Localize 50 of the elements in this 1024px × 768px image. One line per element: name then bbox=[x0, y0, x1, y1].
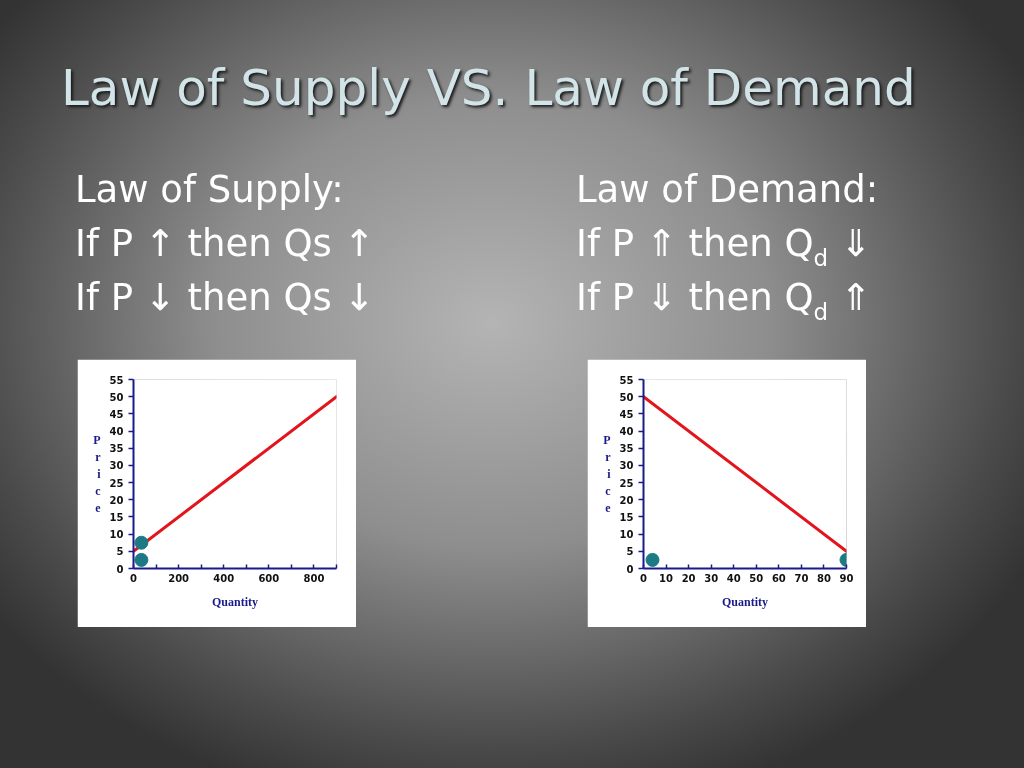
x-tick-label: 90 bbox=[839, 572, 854, 584]
y-tick-label: 20 bbox=[619, 494, 634, 506]
x-tick-label: 20 bbox=[681, 572, 696, 584]
text: If P ⇑ then Q$_{d}$ ⇓ bbox=[576, 221, 872, 272]
text: If P ⇓ then Q$_{d}$ ⇑ bbox=[576, 275, 872, 326]
y-tick-label: 30 bbox=[619, 460, 634, 472]
chart-subtitle: Law of Supply: bbox=[75, 167, 345, 213]
y-axis-title: Price bbox=[93, 433, 102, 515]
text: If P ↓ then Qs ↓ bbox=[75, 275, 375, 321]
chart-subtitle: Law of Demand: bbox=[576, 167, 879, 213]
y-tick-label: 30 bbox=[109, 460, 124, 472]
x-tick-label: 60 bbox=[771, 572, 786, 584]
x-tick-label: 80 bbox=[816, 572, 831, 584]
x-tick-label: 10 bbox=[659, 572, 674, 584]
x-axis-title: Quantity bbox=[212, 594, 259, 609]
text: If P ↑ then Qs ↑ bbox=[75, 221, 375, 267]
x-tick-label: 600 bbox=[258, 572, 280, 584]
x-tick-label: 70 bbox=[794, 572, 809, 584]
y-tick-label: 35 bbox=[619, 443, 634, 455]
y-tick-label: 10 bbox=[619, 529, 634, 541]
y-tick-label: 20 bbox=[109, 494, 124, 506]
x-tick-label: 0 bbox=[640, 572, 648, 584]
y-tick-label: 55 bbox=[619, 374, 634, 386]
y-tick-label: 5 bbox=[626, 546, 634, 558]
text: Law of Supply VS. Law of Demand bbox=[61, 58, 916, 118]
y-tick-label: 40 bbox=[109, 426, 124, 438]
y-tick-label: 5 bbox=[116, 546, 124, 558]
y-tick-label: 50 bbox=[619, 391, 634, 403]
y-tick-label: 45 bbox=[109, 408, 124, 420]
x-tick-label: 30 bbox=[704, 572, 719, 584]
y-tick-label: 25 bbox=[619, 477, 634, 489]
x-tick-label: 40 bbox=[726, 572, 741, 584]
y-tick-label: 25 bbox=[109, 477, 124, 489]
y-tick-label: 45 bbox=[619, 408, 634, 420]
x-tick-label: 400 bbox=[213, 572, 235, 584]
y-tick-label: 0 bbox=[116, 563, 124, 575]
y-axis-title: Price bbox=[603, 433, 612, 515]
x-tick-label: 800 bbox=[303, 572, 325, 584]
y-tick-label: 50 bbox=[109, 391, 124, 403]
x-axis-title: Quantity bbox=[722, 594, 769, 609]
y-tick-label: 55 bbox=[109, 374, 124, 386]
x-tick-label: 50 bbox=[749, 572, 764, 584]
y-tick-label: 35 bbox=[109, 443, 124, 455]
x-tick-label: 200 bbox=[168, 572, 190, 584]
y-tick-label: 40 bbox=[619, 426, 634, 438]
y-tick-label: 10 bbox=[109, 529, 124, 541]
y-tick-label: 15 bbox=[619, 511, 634, 523]
x-tick-label: 0 bbox=[130, 572, 138, 584]
y-tick-label: 0 bbox=[626, 563, 634, 575]
y-tick-label: 15 bbox=[109, 511, 124, 523]
